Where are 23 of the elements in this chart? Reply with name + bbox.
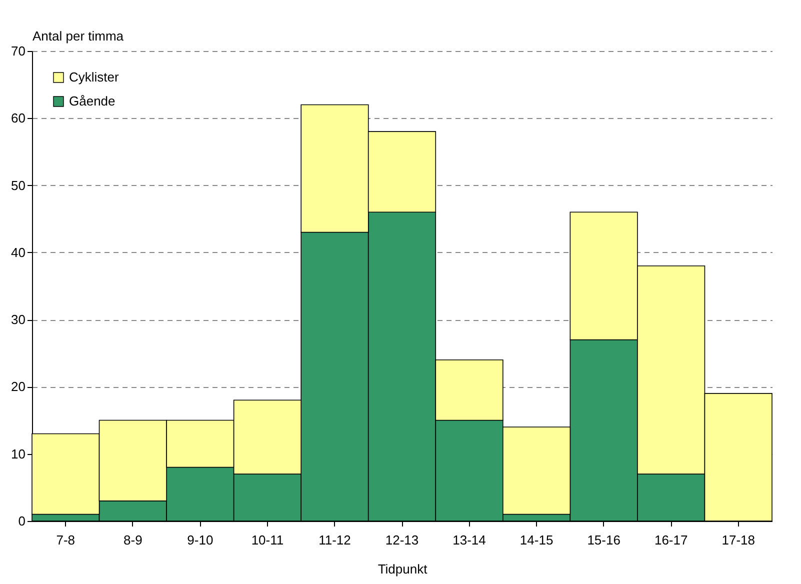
- x-tick-label: 7-8: [56, 532, 76, 548]
- y-tick-label: 40: [11, 244, 26, 260]
- x-axis-title: Tidpunkt: [378, 562, 428, 576]
- y-tick-label: 60: [11, 110, 26, 126]
- y-tick-label: 10: [11, 446, 26, 462]
- x-tick-label: 15-16: [587, 532, 620, 548]
- y-tick-label: 0: [18, 514, 26, 528]
- x-tick-label: 10-11: [251, 532, 284, 548]
- x-tick-label: 17-18: [722, 532, 755, 548]
- y-axis-title: Antal per timma: [32, 28, 124, 44]
- x-tick-label: 16-17: [654, 532, 688, 548]
- x-tick-label: 13-14: [452, 532, 486, 548]
- x-tick-label: 9-10: [187, 532, 214, 548]
- y-tick-label: 70: [11, 44, 26, 58]
- x-tick-label: 12-13: [385, 532, 419, 548]
- y-tick-label: 30: [11, 312, 26, 328]
- x-tick-label: 14-15: [520, 532, 554, 548]
- legend-label: Gående: [69, 94, 116, 108]
- x-tick-label: 8-9: [124, 532, 142, 548]
- y-tick-label: 20: [11, 379, 26, 394]
- legend-label: Cyklister: [69, 70, 120, 84]
- y-tick-label: 50: [11, 178, 26, 193]
- x-tick-label: 11-12: [318, 532, 351, 548]
